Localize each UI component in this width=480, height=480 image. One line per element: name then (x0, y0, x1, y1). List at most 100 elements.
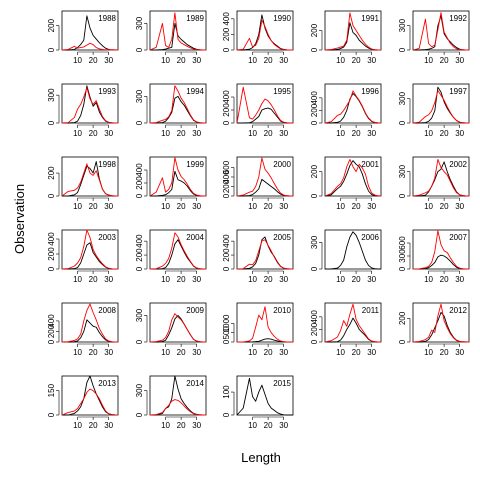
panel-frame (324, 302, 382, 343)
x-axis: 10 20 30 (424, 51, 465, 65)
x-tick-label: 20 (264, 421, 273, 430)
x-tick-label: 10 (336, 56, 345, 65)
panel-frame (61, 156, 119, 197)
panel-year-label: 2007 (449, 233, 467, 242)
panel-year-label: 1991 (361, 14, 379, 23)
x-tick-label: 10 (248, 421, 257, 430)
x-tick-label: 30 (192, 202, 201, 211)
series-line-red (412, 90, 470, 124)
x-axis: 10 20 30 (336, 197, 377, 211)
series-line-black (150, 314, 207, 343)
x-tick-label: 30 (279, 348, 288, 357)
y-axis: 0 300 (398, 91, 411, 125)
panel-year-label: 2006 (361, 233, 379, 242)
x-tick-label: 20 (352, 56, 361, 65)
y-tick-label: 300 (135, 308, 144, 322)
x-axis: 10 20 30 (248, 124, 289, 138)
x-axis: 10 20 30 (336, 343, 377, 357)
series-line-red (412, 230, 470, 270)
panel-frame (412, 83, 470, 124)
x-tick-label: 20 (264, 129, 273, 138)
x-tick-label: 20 (440, 129, 449, 138)
y-tick-label: 400 (135, 234, 144, 248)
panel-frame (61, 10, 119, 51)
x-axis: 10 20 30 (161, 124, 202, 138)
series-line-black (237, 107, 294, 124)
series-line-red (324, 303, 382, 343)
x-tick-label: 10 (161, 129, 170, 138)
x-tick-label: 30 (367, 129, 376, 138)
x-tick-label: 20 (89, 56, 98, 65)
y-tick-label: 400 (47, 232, 56, 246)
y-axis: 0 200 (398, 311, 411, 344)
series-line-red (236, 86, 294, 124)
series-line-black (236, 377, 293, 416)
x-tick-label: 10 (336, 129, 345, 138)
x-axis: 10 20 30 (161, 270, 202, 284)
y-tick-label: 300 (398, 249, 407, 263)
panel-year-label: 2012 (449, 306, 467, 315)
x-tick-label: 10 (424, 275, 433, 284)
panel-frame (149, 10, 207, 51)
x-tick-label: 30 (104, 421, 113, 430)
panel-frame (236, 375, 294, 416)
panel-year-label: 2011 (362, 306, 380, 315)
x-tick-label: 10 (73, 275, 82, 284)
y-tick-label: 200 (47, 166, 56, 180)
x-tick-label: 30 (279, 129, 288, 138)
y-tick-label: 300 (398, 18, 407, 32)
series-line-red (412, 303, 469, 343)
y-tick-label: 0 (47, 47, 56, 52)
x-tick-label: 30 (104, 275, 113, 284)
y-tick-label: 0 (222, 339, 231, 344)
y-tick-label: 0 (310, 120, 319, 125)
y-tick-label: 200 (222, 179, 231, 193)
series-line-red (61, 87, 118, 124)
x-tick-label: 20 (177, 348, 186, 357)
x-axis: 10 20 30 (73, 124, 114, 138)
panel-frame (149, 229, 207, 270)
series-line-red (149, 232, 207, 270)
panel-year-label: 2013 (98, 379, 116, 388)
panel-2001: 2001 10 20 30 0 200 (310, 156, 382, 211)
panel-frame (149, 83, 207, 124)
panel-frame (61, 302, 119, 343)
y-tick-label: 0 (398, 120, 407, 125)
panel-2015: 2015 10 20 30 0 100 (222, 375, 294, 430)
panel-year-label: 2008 (98, 306, 116, 315)
y-tick-label: 200 (47, 324, 56, 338)
panel-frame (61, 229, 119, 270)
y-tick-label: 300 (135, 16, 144, 30)
y-tick-label: 200 (222, 248, 231, 262)
y-tick-label: 200 (310, 23, 319, 37)
x-tick-label: 10 (248, 348, 257, 357)
panel-year-label: 1993 (98, 87, 116, 96)
x-tick-label: 20 (264, 56, 273, 65)
y-tick-label: 0 (310, 266, 319, 271)
x-tick-label: 30 (104, 348, 113, 357)
y-tick-label: 400 (135, 163, 144, 177)
x-tick-label: 30 (104, 202, 113, 211)
series-line-red (236, 306, 294, 343)
series-line-red (149, 12, 206, 51)
x-tick-label: 10 (424, 56, 433, 65)
series-line-red (61, 388, 119, 416)
y-tick-label: 0 (398, 266, 407, 271)
x-tick-label: 10 (248, 56, 257, 65)
y-axis: 0 150 (47, 383, 60, 417)
y-tick-label: 300 (398, 91, 407, 105)
series-line-black (325, 231, 382, 270)
y-axis: 0 300 (135, 16, 148, 52)
series-line-black (325, 317, 382, 343)
y-axis: 0 200 (47, 166, 60, 198)
